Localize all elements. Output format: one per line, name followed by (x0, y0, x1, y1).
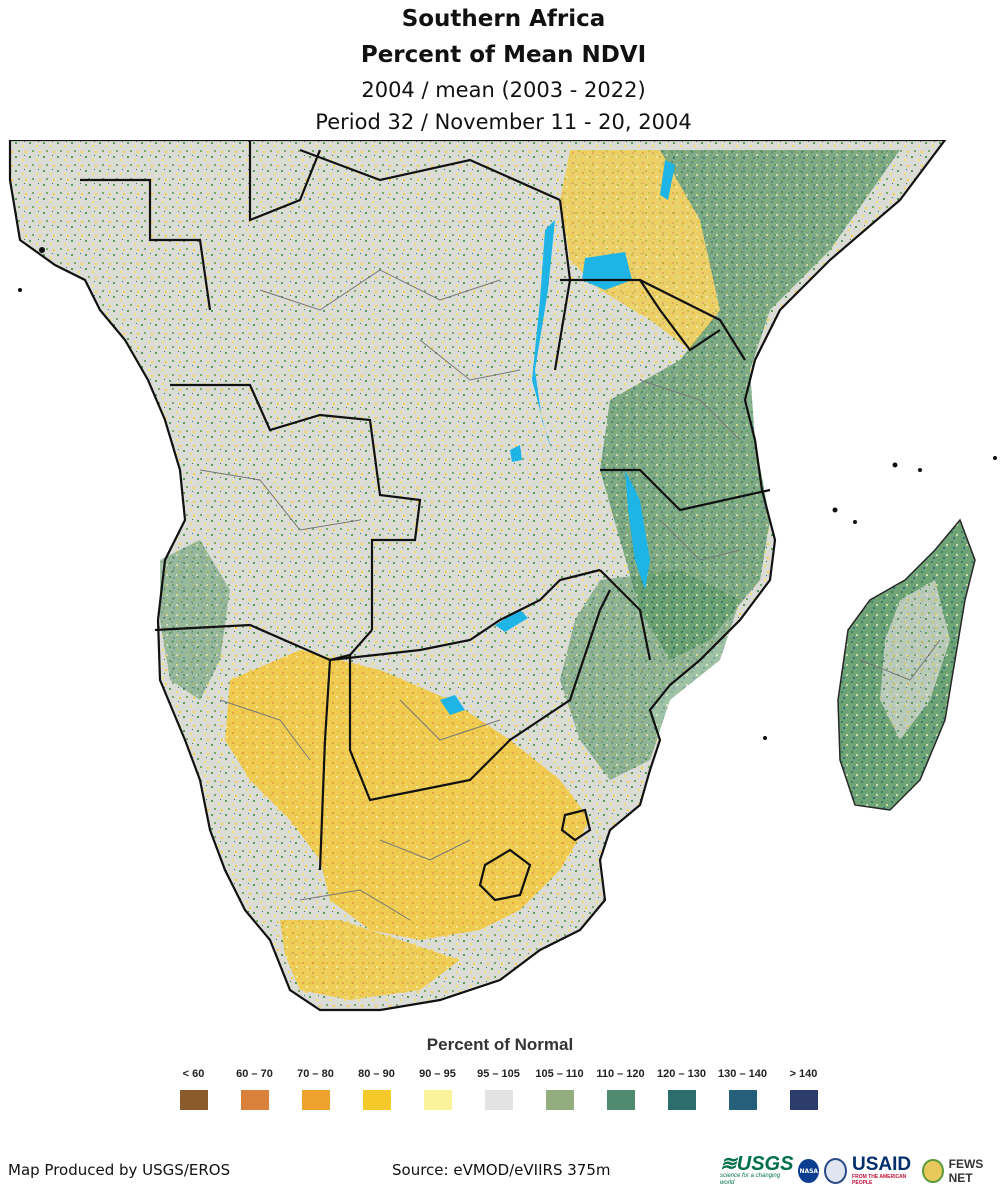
legend-item: 70 – 80 (285, 1068, 346, 1110)
country-borders (8, 140, 947, 1012)
legend-label: > 140 (789, 1068, 818, 1080)
lake-tanganyika (532, 220, 555, 450)
fews-net-logo: FEWS NET (948, 1157, 984, 1185)
legend-swatch (728, 1090, 757, 1110)
legend-swatch (789, 1090, 818, 1110)
map-comparison: 2004 / mean (2003 - 2022) (361, 78, 646, 102)
legend-swatch (423, 1090, 452, 1110)
legend-item: > 140 (773, 1068, 834, 1110)
drought-region-cape (280, 920, 460, 1000)
legend-swatch (301, 1090, 330, 1110)
legend-swatch (667, 1090, 696, 1110)
legend: < 60 60 – 70 70 – 80 80 – 90 90 – 95 95 – 105… (163, 1068, 834, 1110)
legend-label: 120 – 130 (657, 1068, 706, 1080)
legend-swatch (362, 1090, 391, 1110)
legend-item: 60 – 70 (224, 1068, 285, 1110)
legend-item: 130 – 140 (712, 1068, 773, 1110)
legend-label: 80 – 90 (358, 1068, 395, 1080)
eswatini (560, 808, 592, 842)
legend-swatch (484, 1090, 513, 1110)
legend-swatch (179, 1090, 208, 1110)
map-period: Period 32 / November 11 - 20, 2004 (315, 110, 692, 134)
legend-item: 120 – 130 (651, 1068, 712, 1110)
legend-label: 130 – 140 (718, 1068, 767, 1080)
legend-swatch (240, 1090, 269, 1110)
lake-malawi (625, 470, 650, 590)
green-region-east (600, 150, 900, 660)
usgs-logo: ≋USGS science for a changing world (720, 1153, 794, 1186)
legend-title: Percent of Normal (426, 1035, 574, 1054)
legend-item: 95 – 105 (468, 1068, 529, 1110)
noaa-seal-icon (824, 1158, 848, 1184)
legend-label: 60 – 70 (236, 1068, 273, 1080)
okavango-delta (440, 695, 465, 715)
map-subtitle: Percent of Mean NDVI (360, 42, 647, 68)
legend-item: < 60 (163, 1068, 224, 1110)
green-region-mozambique (560, 570, 740, 780)
lake-mweru (510, 445, 522, 462)
legend-swatch (545, 1090, 574, 1110)
legend-swatch (606, 1090, 635, 1110)
usaid-logo: USAID FROM THE AMERICAN PEOPLE (852, 1154, 912, 1186)
drought-region-central (225, 650, 590, 940)
fews-globe-icon (922, 1159, 944, 1183)
legend-item: 80 – 90 (346, 1068, 407, 1110)
legend-label: 105 – 110 (535, 1068, 584, 1080)
legend-label: 90 – 95 (419, 1068, 456, 1080)
green-region-angola-coast (160, 540, 230, 700)
partner-logos: ≋USGS science for a changing world NASA … (720, 1152, 1002, 1190)
islands (18, 247, 997, 740)
map-title: Southern Africa (401, 6, 606, 32)
nasa-logo: NASA (798, 1159, 820, 1183)
lake-turkana (660, 160, 675, 200)
admin-boundaries (199, 269, 941, 921)
legend-label: 95 – 105 (477, 1068, 520, 1080)
legend-item: 105 – 110 (529, 1068, 590, 1110)
legend-label: < 60 (182, 1068, 205, 1080)
lesotho (478, 848, 532, 902)
madagascar-interior (880, 580, 950, 740)
lake-kariba (495, 610, 528, 632)
ndvi-map (8, 140, 997, 1012)
legend-item: 90 – 95 (407, 1068, 468, 1110)
legend-item: 110 – 120 (590, 1068, 651, 1110)
data-source: Source: eVMOD/eVIIRS 375m (392, 1161, 611, 1179)
legend-label: 70 – 80 (297, 1068, 334, 1080)
legend-label: 110 – 120 (596, 1068, 645, 1080)
produced-by: Map Produced by USGS/EROS (8, 1161, 231, 1179)
